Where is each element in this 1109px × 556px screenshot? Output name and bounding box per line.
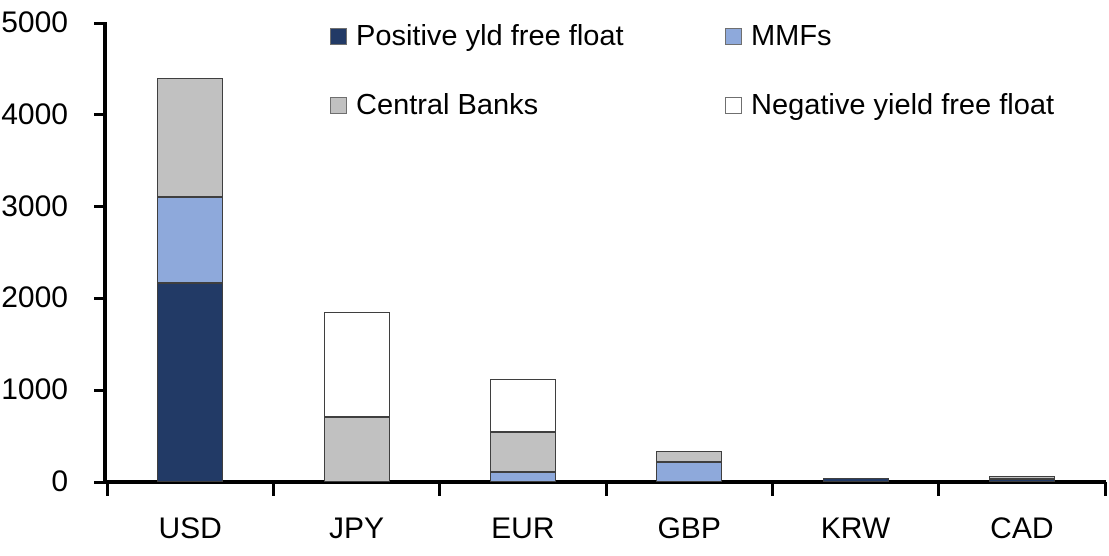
bar-eur-negative-yield-free-float	[489, 379, 556, 432]
x-axis-label-krw: KRW	[820, 512, 891, 545]
x-axis-tick	[438, 482, 442, 496]
bar-jpy-central-banks	[323, 416, 390, 482]
bar-gbp-central-banks	[656, 451, 723, 462]
y-axis-tick	[94, 480, 107, 484]
y-axis-tick	[94, 388, 107, 392]
bar-jpy-negative-yield-free-float	[323, 312, 390, 417]
x-axis-tick	[604, 482, 608, 496]
legend-label-mmfs: MMFs	[751, 19, 832, 52]
y-axis-tick	[94, 113, 107, 117]
y-axis-tick	[94, 205, 107, 209]
bar-eur-mmfs	[489, 471, 556, 482]
x-axis-label-usd: USD	[158, 512, 222, 545]
x-axis-label-jpy: JPY	[328, 512, 385, 545]
bar-usd-mmfs	[157, 196, 224, 283]
y-axis-tick-label: 4000	[1, 97, 68, 131]
y-axis-tick-label: 3000	[1, 189, 68, 223]
y-axis-tick	[94, 296, 107, 300]
legend-label-central-banks: Central Banks	[356, 88, 539, 121]
legend-item-positive-yld-free-float: Positive yld free float	[330, 19, 624, 53]
legend-swatch-negative-yield-free-float-icon	[725, 96, 742, 114]
x-axis-tick	[271, 482, 275, 496]
bar-usd-central-banks	[157, 78, 224, 197]
bar-cad-central-banks	[988, 476, 1055, 480]
x-axis-tick	[937, 482, 941, 496]
y-axis-tick-label: 0	[51, 465, 68, 498]
legend-item-negative-yield-free-float: Negative yield free float	[725, 88, 1054, 122]
legend-swatch-central-banks-icon	[330, 96, 347, 114]
bar-krw-positive-yld-free-float	[822, 477, 889, 482]
x-axis-label-cad: CAD	[990, 512, 1054, 545]
legend-label-positive-yld-free-float: Positive yld free float	[356, 19, 624, 52]
y-axis-tick-label: 1000	[1, 373, 68, 407]
bar-gbp-mmfs	[656, 461, 723, 482]
x-axis-label-eur: EUR	[491, 512, 555, 545]
x-axis-tick	[770, 482, 774, 496]
bar-usd-positive-yld-free-float	[157, 282, 224, 482]
legend-swatch-mmfs-icon	[725, 27, 742, 45]
x-axis-tick	[105, 482, 109, 496]
y-axis-tick-label: 2000	[1, 281, 68, 315]
x-axis-label-gbp: GBP	[657, 512, 721, 545]
y-axis-tick-label: 5000	[1, 6, 68, 39]
legend-item-central-banks: Central Banks	[330, 88, 538, 122]
legend-label-negative-yield-free-float: Negative yield free float	[751, 88, 1055, 121]
legend-swatch-positive-yld-free-float-icon	[330, 27, 347, 45]
y-axis-tick	[94, 21, 107, 25]
x-axis-tick	[1103, 482, 1107, 496]
bar-eur-central-banks	[489, 431, 556, 472]
legend-item-mmfs: MMFs	[725, 19, 832, 53]
bar-cad-positive-yld-free-float	[988, 479, 1055, 482]
y-axis-line	[103, 23, 107, 484]
